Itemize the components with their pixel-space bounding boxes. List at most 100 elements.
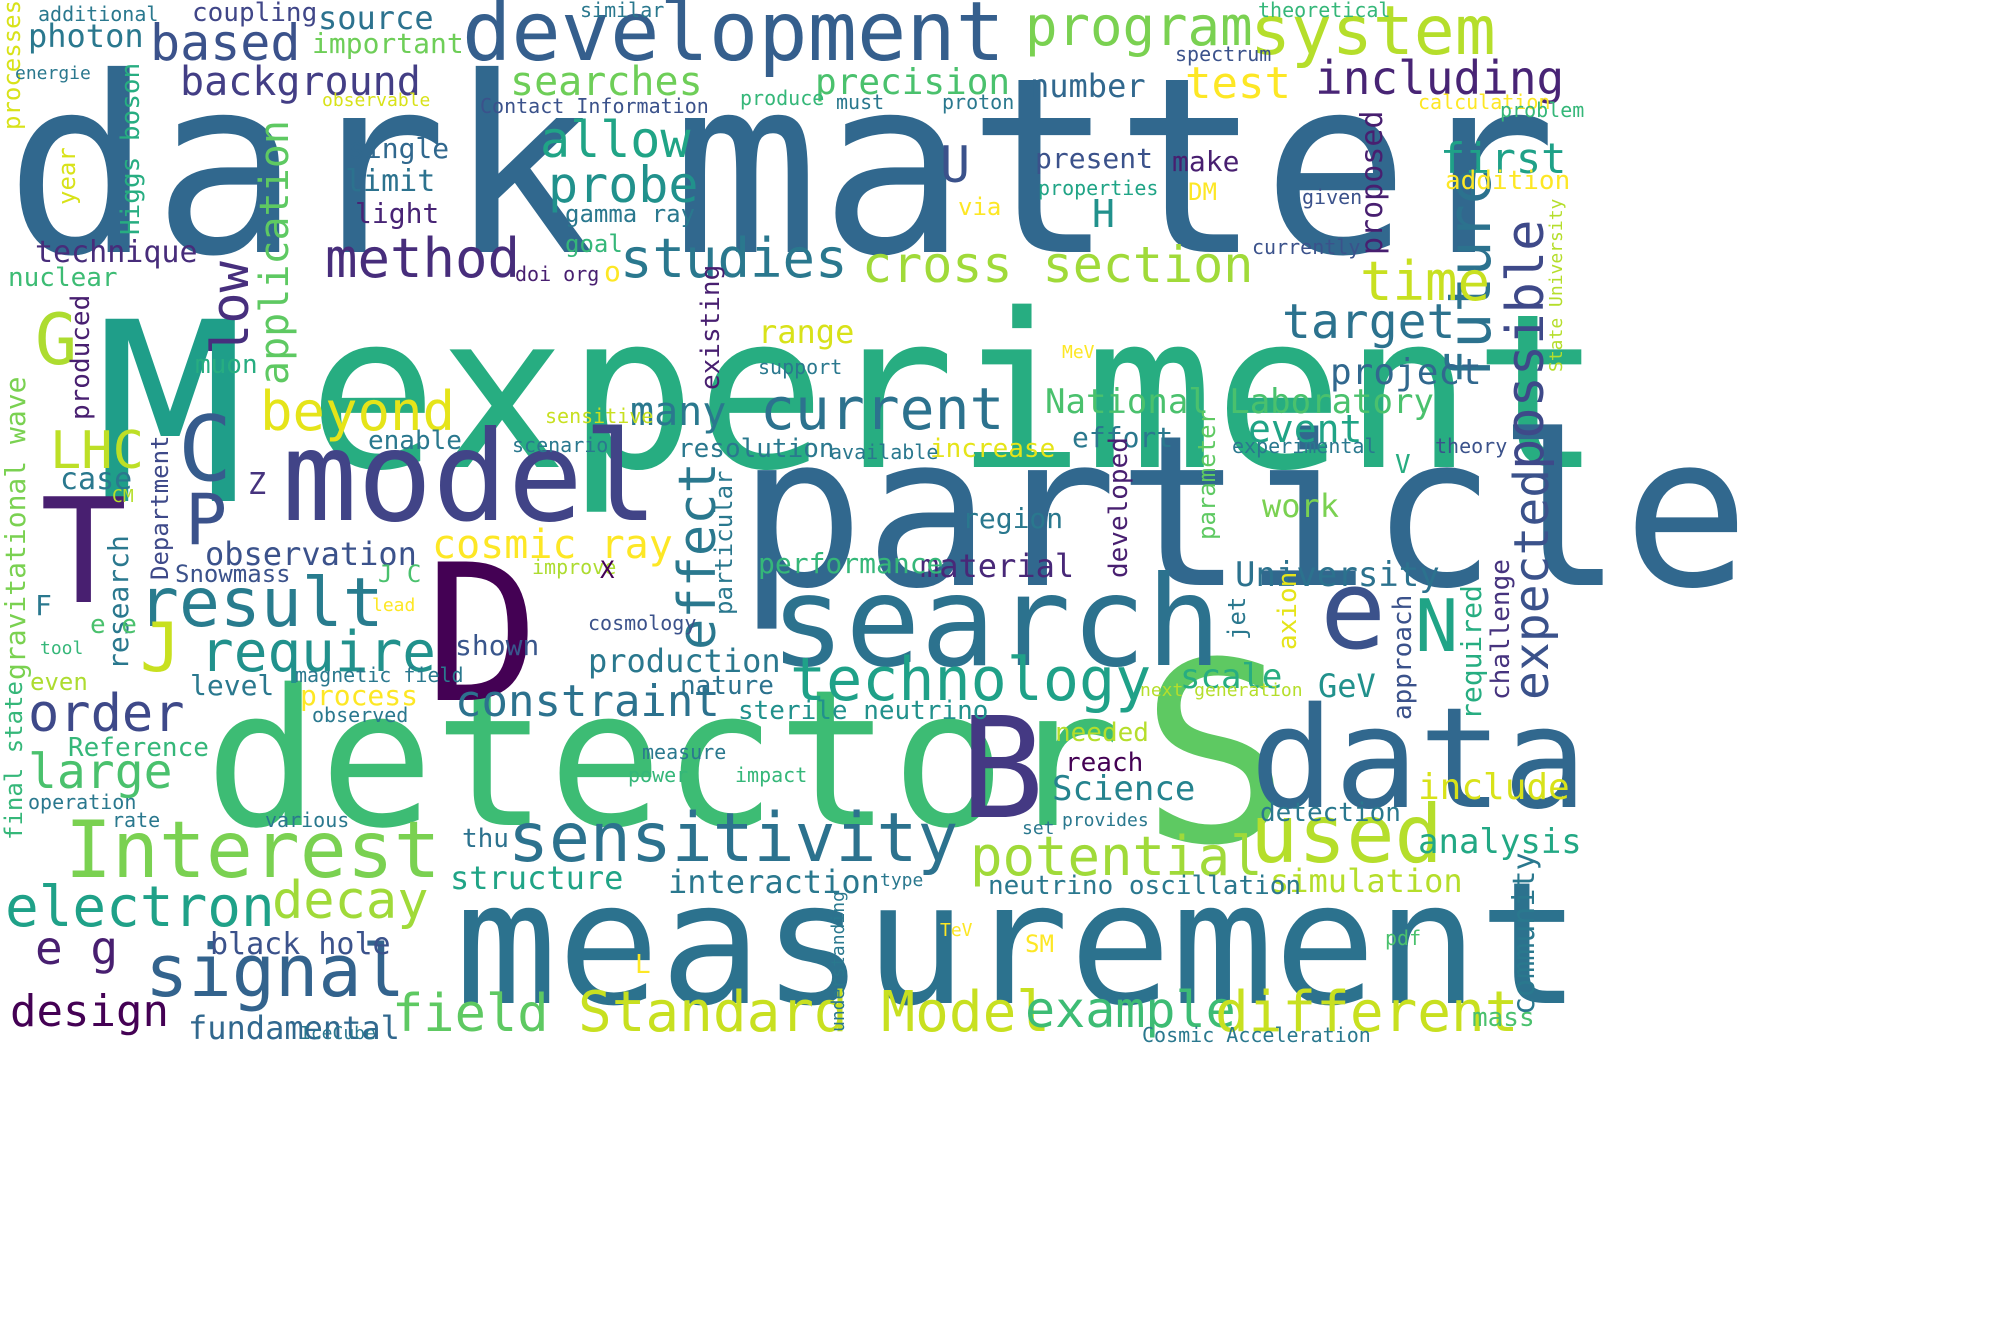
word-important: important	[312, 27, 464, 60]
word-Cosmic-Acceleration: Cosmic Acceleration	[1142, 1023, 1371, 1047]
word-measure: measure	[642, 740, 727, 764]
word-available: available	[830, 440, 939, 464]
word-time: time	[1360, 250, 1491, 313]
word-final-state: final state	[0, 681, 28, 840]
word-interaction: interaction	[668, 863, 880, 901]
word-studies: studies	[620, 227, 848, 290]
word-S: S	[1140, 609, 1291, 900]
word-application: application	[252, 120, 298, 385]
word-experiment: experiment	[308, 267, 1603, 518]
word-cosmology: cosmology	[588, 611, 697, 635]
word-particular: particular	[710, 470, 738, 616]
word-e: e	[1320, 546, 1387, 674]
word-simulation: simulation	[1270, 862, 1463, 900]
word-doi-org: doi org	[515, 262, 600, 286]
word-low: low	[201, 261, 261, 355]
word-SM: SM	[1025, 930, 1054, 958]
word-reach: reach	[1065, 748, 1144, 778]
word-current: current	[760, 375, 1005, 443]
word-o: o	[604, 255, 621, 288]
word-even: even	[30, 668, 88, 696]
word-U: U	[940, 136, 971, 194]
word-existing: existing	[696, 264, 726, 390]
word-light: light	[355, 197, 440, 230]
word-field: field	[392, 984, 549, 1044]
word-beyond: beyond	[260, 380, 456, 443]
word-performance: performance	[758, 547, 944, 580]
word-muon: muon	[195, 350, 258, 380]
word-cosmic-ray: cosmic ray	[432, 522, 673, 568]
word-problem: problem	[1500, 98, 1585, 122]
word-Interest: Interest	[65, 806, 441, 896]
word-design: design	[10, 986, 169, 1037]
word-constraint: constraint	[455, 676, 720, 727]
word-Reference: Reference	[68, 733, 209, 763]
word-CM: CM	[112, 486, 134, 507]
word-produced: produced	[66, 294, 96, 420]
word-nature: nature	[680, 671, 774, 701]
word-signal: signal	[145, 929, 406, 1013]
word-various: various	[265, 808, 350, 832]
word-sterile-neutrino: sterile neutrino	[738, 696, 989, 726]
word-result: result	[138, 564, 384, 643]
word-proposed: proposed	[1355, 110, 1390, 256]
word-tool: tool	[40, 638, 84, 659]
word-theory: theory	[1435, 434, 1508, 458]
word-must: must	[836, 90, 885, 114]
word-many: many	[630, 389, 727, 435]
word-source: source	[318, 0, 434, 37]
word-similar: similar	[580, 0, 665, 22]
word-fundamental: fundamental	[188, 1009, 400, 1047]
word-including: including	[1315, 51, 1565, 105]
word-properties: properties	[1038, 176, 1159, 200]
word-search: search	[770, 550, 1222, 695]
word-scenario: scenario	[512, 433, 609, 457]
word-challenge: challenge	[1486, 559, 1516, 700]
word-next-generation: next generation	[1140, 680, 1303, 701]
word-H: H	[1092, 192, 1115, 236]
word-rate: rate	[112, 808, 161, 832]
word-understanding: understanding	[828, 891, 849, 1032]
word-approach: approach	[1388, 594, 1418, 720]
word-energie: energie	[15, 63, 91, 84]
word-process: process	[300, 679, 419, 712]
word-parameter: parameter	[1193, 409, 1221, 540]
word-cross-section: cross section	[862, 236, 1254, 294]
word-detection: detection	[1260, 798, 1401, 828]
word-University: University	[1235, 555, 1440, 595]
word-gravitational-wave: gravitational wave	[0, 376, 32, 680]
word-data: data	[1250, 678, 1588, 841]
word-J-C: J C	[378, 560, 422, 588]
word-searches: searches	[510, 59, 703, 105]
word-goal: goal	[565, 230, 623, 258]
word-resolution: resolution	[678, 434, 835, 464]
word-shown: shown	[455, 629, 540, 662]
word-pdf: pdf	[1385, 926, 1422, 950]
word-Department: Department	[146, 435, 174, 581]
word-National-Laboratory: National Laboratory	[1045, 382, 1434, 422]
word-possible: possible	[1496, 219, 1556, 470]
word-work: work	[1262, 487, 1340, 525]
word-region: region	[962, 502, 1064, 535]
word-developed: developed	[1104, 437, 1134, 578]
word-calculation: calculation	[1418, 90, 1551, 114]
word-LHC: LHC	[50, 421, 144, 481]
word-X: X	[600, 556, 615, 584]
word-P: P	[185, 479, 228, 561]
word-Contact-Information: Contact Information	[480, 94, 709, 118]
word-neutrino-oscillation: neutrino oscillation	[988, 871, 1302, 901]
word-technology: technology	[790, 645, 1152, 715]
word-G: G	[35, 299, 78, 381]
word-year: year	[53, 147, 81, 205]
word-Science: Science	[1052, 769, 1196, 809]
word-project: project	[1330, 352, 1482, 393]
word-single: single	[348, 132, 450, 165]
word-enable: enable	[368, 426, 462, 456]
word-electron: electron	[5, 875, 275, 940]
word-analysis: analysis	[1418, 822, 1582, 862]
word-example: example	[1025, 981, 1236, 1039]
word-measurement: measurement	[455, 846, 1581, 1044]
word-currently: currently	[1252, 235, 1361, 259]
word-black-hole: black hole	[210, 927, 391, 962]
word-observed: observed	[312, 703, 409, 727]
